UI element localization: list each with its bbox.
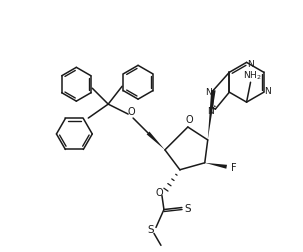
Text: N: N: [207, 107, 214, 116]
Text: N: N: [205, 88, 212, 97]
Text: O: O: [127, 107, 135, 117]
Polygon shape: [205, 163, 227, 169]
Text: NH$_2$: NH$_2$: [243, 69, 262, 82]
Text: S: S: [148, 226, 154, 235]
Text: O: O: [155, 188, 163, 198]
Text: O: O: [185, 115, 193, 125]
Text: S: S: [185, 204, 191, 213]
Text: N: N: [265, 87, 271, 96]
Text: N: N: [247, 60, 254, 69]
Polygon shape: [147, 132, 165, 150]
Text: F: F: [231, 163, 236, 173]
Polygon shape: [208, 90, 216, 140]
